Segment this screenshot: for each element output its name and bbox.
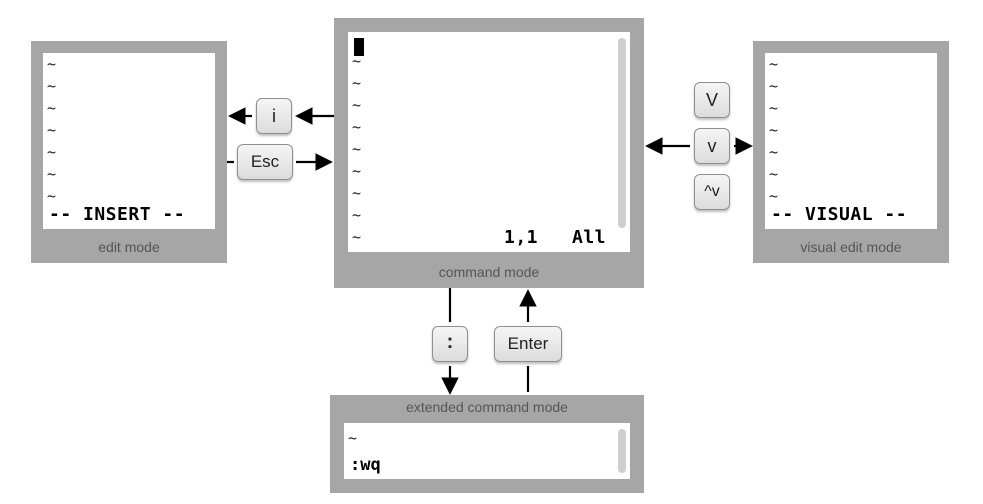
panel-command-mode: ~~~~~~~~~ 1,1 All command mode	[334, 18, 644, 288]
key-enter[interactable]: Enter	[494, 326, 562, 362]
command-pos-label: 1,1	[504, 227, 538, 248]
key-esc[interactable]: Esc	[237, 144, 293, 180]
extended-tilde-column: ~	[348, 427, 357, 449]
extended-prompt-text: :wq	[350, 455, 381, 475]
command-scrollbar	[618, 38, 626, 228]
panel-edit-mode: ~~~~~~~ -- INSERT -- edit mode	[31, 41, 227, 263]
key-lower-v-label: v	[695, 129, 729, 163]
panel-command-inner: ~~~~~~~~~ 1,1 All	[348, 32, 630, 252]
extended-panel-title: extended command mode	[330, 399, 644, 415]
panel-extended-inner: ~ :wq	[344, 423, 630, 479]
command-range-label: All	[572, 227, 606, 248]
key-upper-v[interactable]: V	[694, 82, 730, 118]
visual-tilde-column: ~~~~~~~	[769, 53, 778, 207]
extended-scrollbar	[618, 429, 626, 473]
key-ctrl-v[interactable]: ^v	[694, 174, 730, 210]
cursor-icon	[354, 38, 364, 56]
key-upper-v-label: V	[695, 83, 729, 117]
panel-visual-mode: ~~~~~~~ -- VISUAL -- visual edit mode	[753, 41, 949, 263]
key-i-label: i	[257, 99, 291, 133]
visual-status-text: -- VISUAL --	[771, 204, 907, 225]
edit-tilde-column: ~~~~~~~	[47, 53, 56, 207]
command-tilde-column: ~~~~~~~~~	[352, 50, 361, 248]
key-i[interactable]: i	[256, 98, 292, 134]
key-lower-v[interactable]: v	[694, 128, 730, 164]
edit-status-text: -- INSERT --	[49, 204, 185, 225]
key-colon[interactable]: :	[432, 326, 468, 362]
panel-edit-inner: ~~~~~~~ -- INSERT --	[43, 53, 215, 229]
panel-extended-mode: extended command mode ~ :wq	[330, 395, 644, 493]
key-esc-label: Esc	[238, 145, 292, 179]
visual-panel-title: visual edit mode	[753, 239, 949, 255]
key-ctrl-v-label: ^v	[695, 175, 729, 209]
key-colon-label: :	[433, 327, 467, 357]
edit-panel-title: edit mode	[31, 239, 227, 255]
panel-visual-inner: ~~~~~~~ -- VISUAL --	[765, 53, 937, 229]
key-enter-label: Enter	[495, 327, 561, 361]
command-panel-title: command mode	[334, 264, 644, 280]
